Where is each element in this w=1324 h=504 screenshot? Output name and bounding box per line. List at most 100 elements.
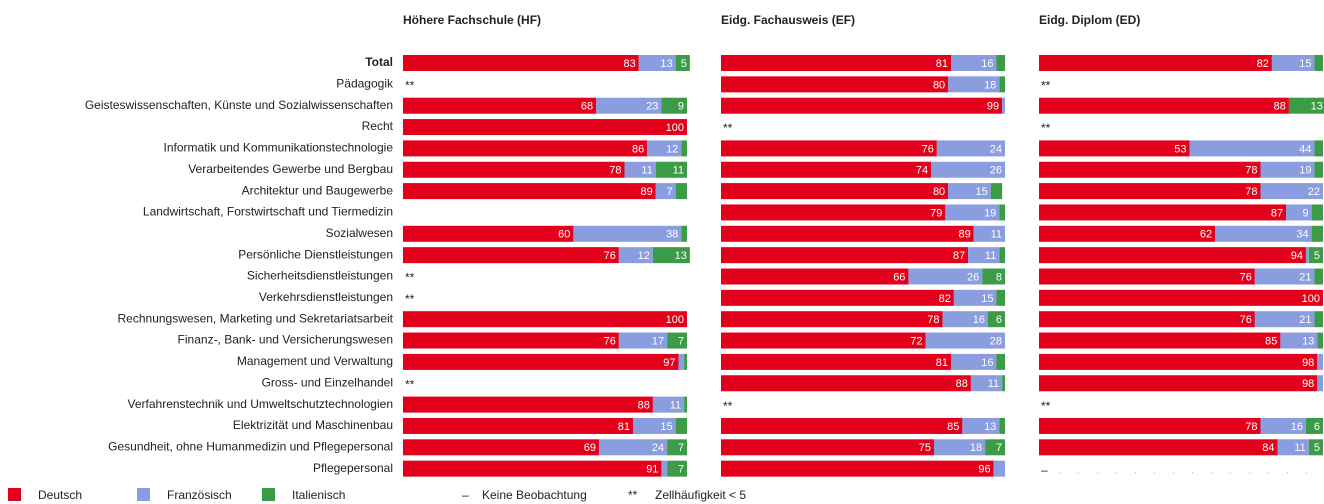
bar-segment: [721, 247, 969, 264]
bar-segment: [985, 439, 1005, 456]
segment-label: 24: [652, 442, 664, 454]
bar-segment: [1280, 332, 1318, 349]
bar-segment: [1215, 225, 1312, 242]
bar-segment: [987, 311, 1005, 328]
segment-label: 76: [604, 250, 616, 262]
legend-swatch: [262, 488, 275, 501]
bar-segment: [1305, 247, 1309, 264]
segment-label: 74: [916, 165, 928, 177]
bar-segment: [403, 247, 619, 264]
segment-label: 97: [663, 357, 675, 369]
bar-segment: [1311, 225, 1323, 242]
segment-label: 16: [1291, 421, 1303, 433]
segment-label: 5: [681, 58, 687, 70]
segment-label: 86: [632, 143, 644, 155]
note-symbol: **: [405, 292, 415, 306]
segment-label: 66: [893, 271, 905, 283]
bar-segment: [934, 439, 986, 456]
segment-label: 11: [1294, 442, 1305, 454]
segment-label: 7: [678, 464, 684, 476]
note-symbol: **: [723, 121, 733, 135]
bar-segment: [1039, 97, 1289, 114]
note-symbol: **: [405, 377, 415, 391]
bar-segment: [403, 460, 662, 477]
bar-segment: [1254, 311, 1315, 328]
panel-title: Höhere Fachschule (HF): [403, 13, 541, 27]
bar-segment: [1039, 247, 1306, 264]
bar-segment: [1260, 417, 1306, 434]
bar-segment: [1308, 439, 1323, 456]
segment-label: 18: [970, 442, 982, 454]
bar-segment: [945, 204, 1000, 221]
note-symbol: –: [1041, 463, 1048, 477]
segment-label: 7: [996, 442, 1002, 454]
bar-segment: [598, 439, 668, 456]
bar-segment: [1039, 375, 1318, 392]
bar-segment: [1314, 268, 1323, 285]
bar-segment: [996, 289, 1005, 306]
segment-label: 24: [990, 143, 1002, 155]
bar-segment: [721, 268, 909, 285]
segment-label: 38: [666, 229, 678, 241]
bar-segment: [647, 140, 682, 157]
panel-title: Eidg. Diplom (ED): [1039, 13, 1140, 27]
segment-label: 76: [1240, 271, 1252, 283]
bar-segment: [675, 55, 690, 71]
category-label: Verarbeitendes Gewerbe und Bergbau: [188, 162, 393, 176]
segment-label: 13: [660, 58, 672, 70]
bar-segment: [1317, 375, 1323, 392]
segment-label: 81: [618, 421, 630, 433]
bar-segment: [661, 97, 687, 114]
segment-label: 84: [1262, 442, 1274, 454]
bar-segment: [999, 417, 1005, 434]
bar-segment: [999, 247, 1005, 264]
segment-label: 19: [984, 207, 996, 219]
note-symbol: **: [405, 79, 415, 93]
segment-label: 75: [919, 442, 931, 454]
bar-segment: [721, 55, 952, 71]
segment-label: 100: [666, 122, 684, 134]
category-label: Management und Verwaltung: [237, 354, 393, 368]
bar-segment: [1254, 268, 1315, 285]
segment-label: 76: [922, 143, 934, 155]
bar-segment: [403, 55, 639, 71]
segment-label: 19: [1299, 165, 1311, 177]
bar-segment: [1311, 204, 1323, 221]
segment-label: 89: [959, 229, 971, 241]
segment-label: 12: [638, 250, 650, 262]
category-label: Gross- und Einzelhandel: [262, 375, 393, 389]
segment-label: 87: [1271, 207, 1283, 219]
segment-label: 100: [1302, 293, 1320, 305]
segment-label: 34: [1296, 229, 1308, 241]
segment-label: 62: [1200, 229, 1212, 241]
segment-label: 88: [638, 400, 650, 412]
bar-segment: [675, 417, 687, 434]
bar-segment: [990, 183, 1003, 200]
segment-label: 96: [978, 464, 990, 476]
bar-segment: [403, 396, 653, 413]
bar-segment: [968, 247, 1000, 264]
bar-segment: [721, 332, 926, 349]
bar-segment: [948, 76, 1000, 93]
bar-segment: [618, 332, 668, 349]
bar-segment: [936, 140, 1005, 157]
bar-segment: [1002, 375, 1005, 392]
bar-segment: [931, 161, 1005, 178]
bar-segment: [1288, 97, 1324, 114]
segment-label: 44: [1299, 143, 1311, 155]
bar-segment: [1305, 417, 1323, 434]
segment-label: 53: [1174, 143, 1186, 155]
legend-label: Italienisch: [292, 488, 345, 502]
note-symbol: **: [1041, 79, 1051, 93]
bar-segment: [970, 375, 1003, 392]
bar-segment: [908, 268, 983, 285]
bar-segment: [684, 396, 687, 413]
bar-segment: [633, 417, 676, 434]
category-label: Verkehrsdienstleistungen: [259, 290, 393, 304]
note-symbol: **: [723, 399, 733, 413]
category-label: Gesundheit, ohne Humanmedizin und Pflege…: [108, 439, 393, 453]
bar-segment: [661, 460, 668, 477]
category-label: Sicherheitsdienstleistungen: [247, 269, 393, 283]
category-label: Pädagogik: [336, 77, 394, 91]
category-label: Total: [365, 55, 393, 69]
